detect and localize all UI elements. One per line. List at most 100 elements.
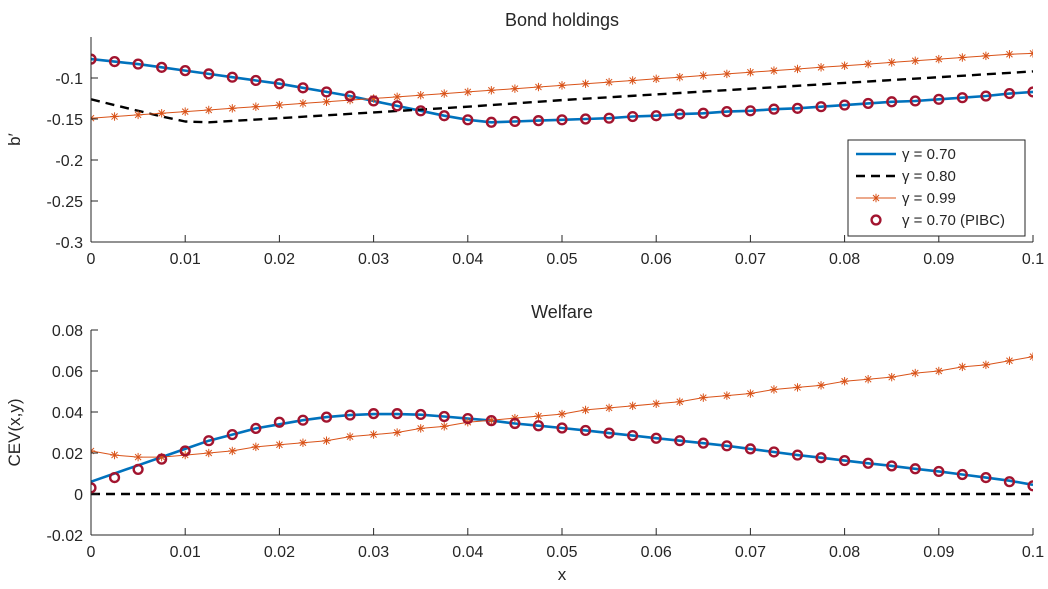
x-tick-label: 0.1	[1022, 251, 1044, 268]
series-4-point-22	[579, 424, 592, 437]
series-4-point-30	[768, 103, 780, 115]
series-3-point-30	[769, 385, 779, 394]
series-3-point-10	[298, 99, 308, 108]
series-4-point-8	[250, 74, 262, 87]
series-4-point-5	[179, 65, 191, 77]
series-3-point-5	[181, 107, 190, 116]
series-4-point-7	[226, 428, 238, 441]
series-4-point-12	[344, 90, 356, 102]
series-4-point-2	[108, 472, 121, 484]
series-3-point-40	[1005, 356, 1014, 365]
y-tick-label: -0.25	[47, 194, 84, 211]
legend-label-1: γ = 0.70	[902, 146, 956, 163]
x-tick-label: 0.06	[641, 251, 672, 268]
series-line-2	[91, 70, 1033, 124]
series-4-point-37	[933, 93, 945, 105]
series-3-point-15	[416, 424, 425, 433]
series-3-point-20	[534, 411, 543, 421]
series-4-point-4	[156, 453, 168, 465]
series-3-point-9	[275, 100, 284, 110]
x-tick-label: 0.08	[829, 544, 860, 561]
series-3-point-27	[699, 393, 708, 402]
x-tick-label: 0.02	[264, 251, 295, 268]
series-3-point-29	[746, 68, 755, 77]
series-4-point-1	[91, 53, 97, 65]
series-4-point-35	[886, 460, 898, 472]
series-4-point-20	[532, 420, 545, 432]
x-tick-label: 0.04	[452, 251, 483, 268]
series-3-point-34	[863, 375, 873, 384]
legend-label-3: γ = 0.99	[902, 190, 956, 207]
series-4-point-9	[273, 416, 286, 428]
y-tick-label: -0.2	[55, 153, 83, 170]
x-tick-label: 0.03	[358, 544, 389, 561]
series-4-point-26	[674, 108, 686, 120]
series-3-point-19	[510, 84, 520, 93]
series-4-point-29	[744, 443, 757, 455]
series-4-point-20	[532, 115, 545, 127]
series-3-point-13	[369, 430, 378, 439]
series-3-point-31	[793, 383, 802, 392]
series-4-point-8	[250, 422, 262, 435]
series-4-point-11	[320, 86, 333, 98]
y-tick-label: -0.1	[55, 71, 83, 88]
legend: γ = 0.70 γ = 0.80 γ = 0.99 γ = 0.70 (PIBC)	[847, 139, 1026, 237]
series-3-point-35	[887, 58, 896, 67]
x-tick-label: 0.1	[1022, 544, 1044, 561]
series-3-point-20	[534, 82, 543, 92]
series-4-point-23	[603, 112, 615, 124]
series-line-1	[91, 57, 1033, 124]
series-4-point-23	[603, 427, 615, 439]
legend-label-2: γ = 0.80	[902, 168, 956, 185]
series-3-point-14	[392, 428, 402, 437]
series-4-point-18	[485, 415, 497, 427]
series-3-point-4	[157, 109, 166, 118]
x-tick-label: 0.04	[452, 544, 483, 561]
series-4-point-27	[697, 437, 709, 449]
y-tick-label: 0.04	[52, 405, 83, 422]
series-3-point-41	[1028, 352, 1033, 361]
series-4-point-36	[909, 463, 921, 475]
series-4-point-40	[1003, 476, 1016, 488]
series-4-point-11	[320, 411, 333, 423]
series-3-point-15	[416, 91, 425, 100]
series-3-point-36	[911, 368, 920, 378]
series-3-point-29	[746, 389, 755, 398]
series-3-point-25	[652, 74, 661, 84]
series-3-point-35	[887, 372, 896, 382]
legend-box	[847, 139, 1026, 237]
series-3-point-8	[251, 102, 261, 111]
series-4-point-34	[862, 457, 874, 469]
series-4-point-7	[226, 71, 238, 83]
series-3-point-6	[204, 448, 213, 458]
series-3-point-26	[675, 72, 684, 82]
y-axis-label: b′	[5, 133, 24, 146]
series-3-point-7	[228, 104, 237, 113]
series-3-point-11	[322, 436, 331, 445]
series-4-point-31	[791, 102, 804, 114]
x-tick-label: 0.09	[923, 544, 954, 561]
series-3-point-27	[699, 71, 708, 80]
series-4-point-37	[933, 465, 945, 478]
y-tick-label: 0.02	[52, 446, 83, 463]
series-3-point-32	[816, 381, 826, 390]
series-3-point-22	[581, 79, 590, 88]
series-3-point-18	[487, 416, 496, 425]
series-3-point-14	[392, 92, 402, 102]
series-4-point-39	[980, 90, 992, 102]
series-4-point-24	[627, 110, 639, 123]
y-tick-label: -0.3	[55, 235, 83, 252]
series-3-point-36	[911, 56, 920, 65]
series-3-point-16	[440, 89, 449, 98]
series-4-point-27	[697, 107, 709, 119]
series-3-point-11	[322, 97, 331, 106]
chart-title: Bond holdings	[505, 10, 619, 30]
x-tick-label: 0.03	[358, 251, 389, 268]
series-4-point-1	[91, 482, 97, 494]
x-tick-label: 0	[87, 251, 96, 268]
series-3-point-28	[722, 391, 732, 400]
series-4-point-15	[415, 408, 427, 421]
x-tick-label: 0.01	[170, 251, 201, 268]
series-4-point-26	[674, 435, 686, 447]
